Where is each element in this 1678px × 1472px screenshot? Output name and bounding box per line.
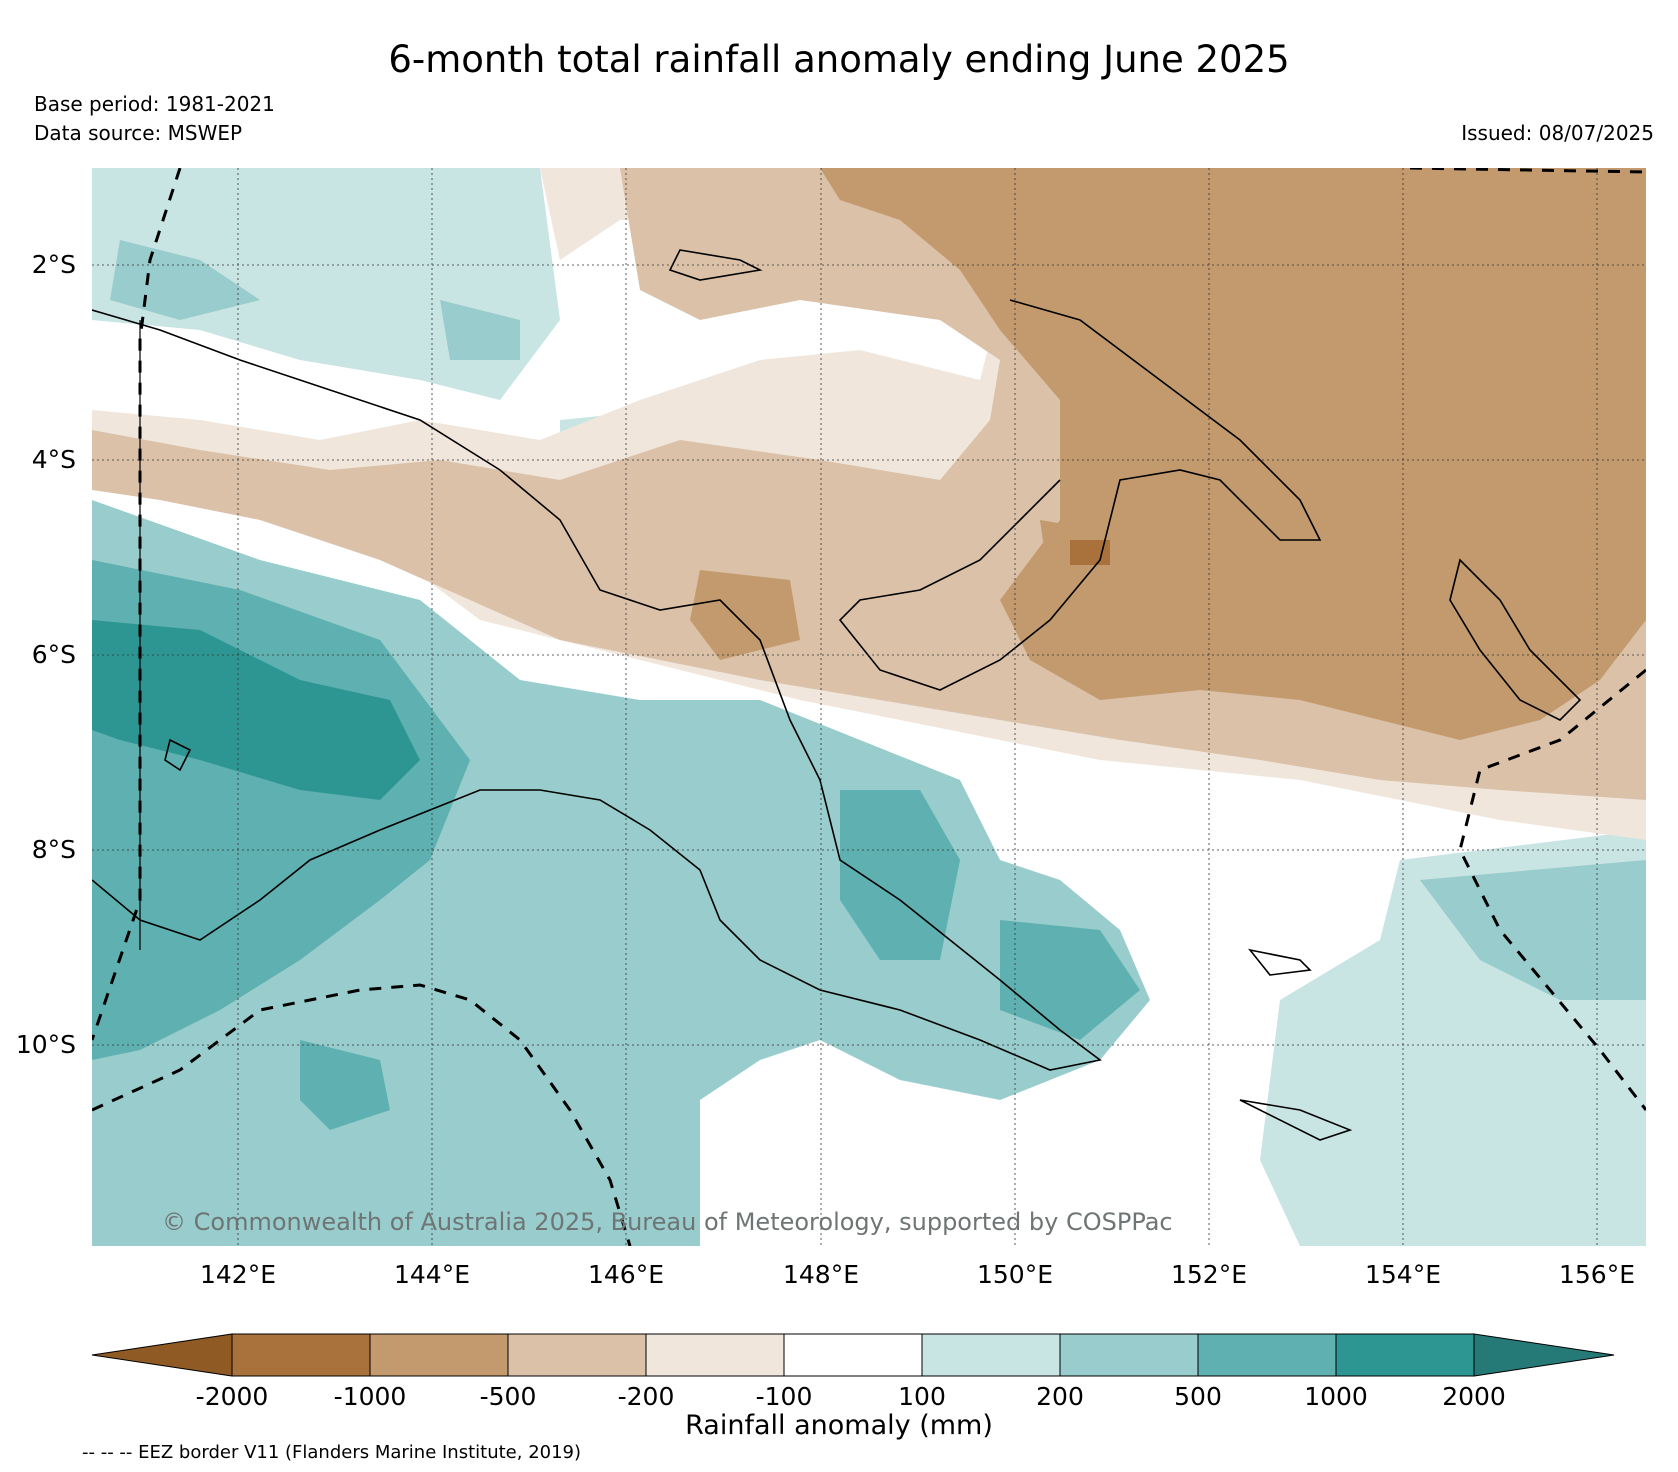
colorbar-bin-4 — [645, 1333, 785, 1377]
map-area — [92, 168, 1646, 1246]
lat-label-6s: 6°S — [31, 640, 76, 669]
lat-label-4s: 4°S — [31, 445, 76, 474]
eez-borders — [92, 168, 1646, 1246]
anomaly-dry-strong-region — [690, 168, 1646, 740]
gridlines — [92, 168, 1646, 1246]
colorbar-extend-low — [91, 1333, 233, 1377]
base-period-text: Base period: 1981-2021 — [34, 92, 275, 116]
lat-label-10s: 10°S — [15, 1030, 76, 1059]
lon-label-154e: 154°E — [1364, 1260, 1441, 1289]
lon-label-156e: 156°E — [1558, 1260, 1635, 1289]
coastlines — [92, 249, 1582, 1141]
copyright-text: © Commonwealth of Australia 2025, Bureau… — [162, 1208, 1173, 1236]
colorbar-tick: -2000 — [195, 1382, 269, 1411]
colorbar-tick: 2000 — [1442, 1382, 1506, 1411]
colorbar-bin-7 — [1059, 1333, 1199, 1377]
colorbar-label: Rainfall anomaly (mm) — [685, 1410, 993, 1441]
colorbar-tick: -500 — [479, 1382, 537, 1411]
colorbar — [91, 1333, 1615, 1377]
lon-label-142e: 142°E — [199, 1260, 276, 1289]
colorbar-tick: -1000 — [333, 1382, 407, 1411]
chart-title: 6-month total rainfall anomaly ending Ju… — [388, 38, 1290, 81]
data-source-text: Data source: MSWEP — [34, 121, 243, 145]
eez-border-note: -- -- -- EEZ border V11 (Flanders Marine… — [82, 1442, 582, 1463]
issued-date-text: Issued: 08/07/2025 — [1461, 121, 1654, 145]
colorbar-tick: 500 — [1174, 1382, 1222, 1411]
colorbar-bin-9 — [1335, 1333, 1475, 1377]
colorbar-extend-high — [1473, 1333, 1615, 1377]
anomaly-wet-moderate-ne-region — [110, 240, 1646, 1000]
colorbar-bin-3 — [507, 1333, 647, 1377]
anomaly-wet-very-strong-region — [92, 620, 420, 800]
colorbar-tick: 1000 — [1304, 1382, 1368, 1411]
lat-label-2s: 2°S — [31, 250, 76, 279]
lon-label-152e: 152°E — [1170, 1260, 1247, 1289]
colorbar-tick: 200 — [1036, 1382, 1084, 1411]
colorbar-bin-5 — [783, 1333, 923, 1377]
colorbar-bin-6 — [921, 1333, 1061, 1377]
lon-label-144e: 144°E — [393, 1260, 470, 1289]
colorbar-bin-1 — [231, 1333, 371, 1377]
anomaly-wet-light-region — [92, 168, 1646, 1246]
colorbar-bin-8 — [1197, 1333, 1337, 1377]
colorbar-tick: -200 — [617, 1382, 675, 1411]
colorbar-tick: 100 — [898, 1382, 946, 1411]
colorbar-tick: -100 — [755, 1382, 813, 1411]
lon-label-146e: 146°E — [587, 1260, 664, 1289]
colorbar-bin-2 — [369, 1333, 509, 1377]
lon-label-150e: 150°E — [976, 1260, 1053, 1289]
lat-label-8s: 8°S — [31, 835, 76, 864]
lon-label-148e: 148°E — [782, 1260, 859, 1289]
